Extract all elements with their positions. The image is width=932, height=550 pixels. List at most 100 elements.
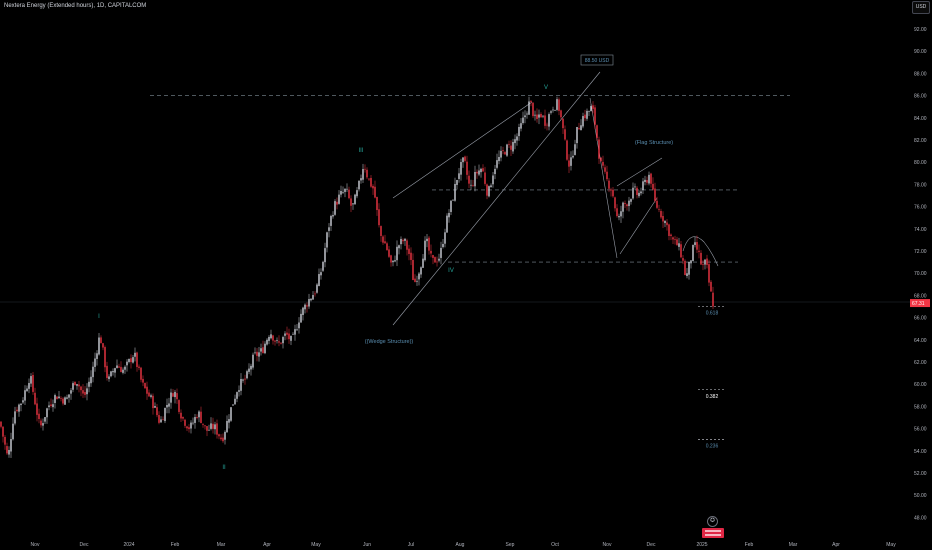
candle-body (130, 358, 132, 363)
candle-body (262, 347, 264, 353)
candle-body (330, 215, 332, 226)
price-axis[interactable]: 92.00 90.00 88.00 86.00 84.00 82.00 80.00 78.00… (910, 27, 930, 521)
candle-body (234, 398, 236, 405)
candle-body (150, 395, 152, 397)
candle-body (162, 419, 164, 421)
currency-button[interactable]: USD (912, 1, 930, 14)
price-callout-box (580, 54, 614, 66)
time-tick-label: Sep (506, 542, 515, 548)
candle-body (104, 347, 106, 368)
tradingview-logo-icon[interactable]: ✪ (707, 516, 718, 527)
candle-body (218, 434, 220, 437)
candle-body (516, 136, 518, 141)
candle-body (260, 348, 262, 352)
candle-body (560, 110, 562, 118)
price-tick-label: 66.00 (914, 316, 927, 322)
candle-body (536, 114, 538, 120)
candle-body (662, 215, 664, 222)
candle-body (128, 358, 130, 362)
candle-body (532, 102, 534, 117)
candle-body (338, 194, 340, 204)
candle-body (544, 115, 546, 126)
candle-body (472, 185, 474, 186)
candle-body (562, 118, 564, 129)
candle-body (178, 400, 180, 412)
flag-pole-line (589, 97, 618, 259)
candle-body (618, 216, 620, 218)
candle-body (18, 404, 20, 412)
candle-body (0, 421, 2, 427)
candle-body (604, 167, 606, 172)
time-tick-label: Mar (217, 542, 226, 548)
candle-body (572, 155, 574, 158)
price-tick-label: 68.00 (914, 293, 927, 299)
candle-body (696, 242, 698, 250)
candle-body (64, 397, 66, 405)
candle-body (574, 144, 576, 155)
candle-body (188, 427, 190, 430)
time-tick-label: Nov (31, 542, 40, 548)
candle-body (22, 400, 24, 403)
candle-body (370, 177, 372, 187)
candle-body (376, 196, 378, 211)
candle-body (540, 113, 542, 118)
candle-body (510, 145, 512, 150)
candle-body (520, 123, 522, 129)
candle-body (430, 250, 432, 254)
candle-body (498, 157, 500, 162)
candle-body (6, 446, 8, 454)
candle-body (522, 117, 524, 124)
news-badge-icon[interactable] (702, 528, 724, 538)
candle-body (660, 210, 662, 218)
candle-body (466, 161, 468, 175)
wave-label: I (98, 314, 100, 320)
candle-body (124, 366, 126, 370)
candle-body (246, 371, 248, 379)
time-tick-label: Jun (363, 542, 371, 548)
candle-body (152, 395, 154, 409)
chart-title: Nextera Energy (Extended hours), 1D, CAP… (4, 3, 147, 9)
candle-body (28, 383, 30, 389)
candle-body (198, 411, 200, 418)
price-tick-label: 82.00 (914, 138, 927, 144)
candle-body (428, 237, 430, 251)
time-tick-label: Oct (551, 542, 559, 548)
candle-body (546, 124, 548, 126)
candle-body (594, 107, 596, 125)
candle-body (698, 250, 700, 252)
candle-body (226, 421, 228, 433)
candle-body (364, 168, 366, 170)
candle-body (212, 423, 214, 429)
candle-body (442, 243, 444, 248)
candle-body (324, 248, 326, 263)
time-axis[interactable]: Nov Dec 2024 Feb Mar Apr May Jun Jul Aug Sep Oct Nov… (31, 542, 897, 548)
candle-body (26, 388, 28, 392)
wedge-lower-line (392, 71, 601, 326)
candle-body (422, 258, 424, 268)
candle-body (372, 185, 374, 189)
candle-body (436, 261, 438, 263)
candle-body (384, 241, 386, 244)
candle-body (628, 200, 630, 207)
candle-body (654, 188, 656, 201)
candle-body (342, 192, 344, 193)
candle-body (440, 247, 442, 258)
candle-body (168, 403, 170, 407)
candle-body (334, 201, 336, 215)
candle-body (396, 246, 398, 261)
candle-body (164, 407, 166, 422)
candle-body (548, 114, 550, 127)
candle-body (318, 274, 320, 286)
candle-body (74, 381, 76, 386)
candle-body (682, 258, 684, 261)
candle-body (458, 173, 460, 179)
candle-body (610, 189, 612, 191)
candle-body (176, 393, 178, 400)
candle-body (58, 396, 60, 399)
time-tick-label: Apr (263, 542, 271, 548)
candle-body (444, 232, 446, 244)
time-tick-label: Jul (408, 542, 414, 548)
candle-body (276, 340, 278, 341)
candle-body (504, 152, 506, 155)
